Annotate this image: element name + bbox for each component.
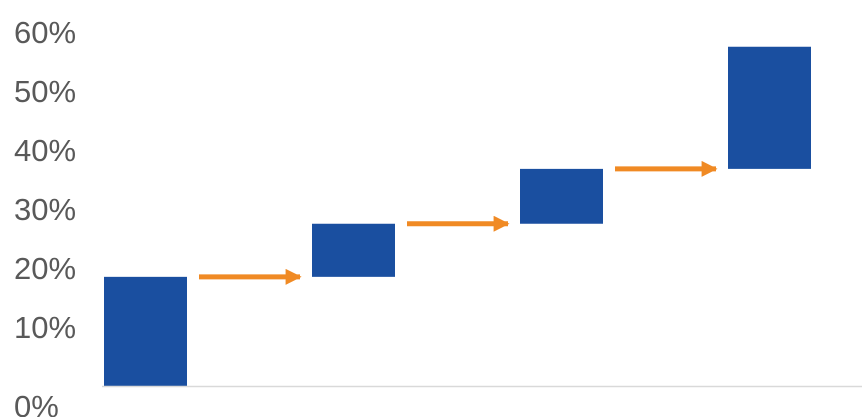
bar: [728, 46, 811, 169]
y-tick-label: 0%: [14, 389, 59, 417]
bars: [104, 46, 811, 386]
y-tick-label: 60%: [14, 15, 76, 50]
y-axis-ticks: 0% 10% 20% 30% 40% 50% 60%: [14, 15, 76, 417]
bar: [312, 223, 395, 277]
y-tick-label: 20%: [14, 251, 76, 286]
connector-arrows: [199, 160, 718, 285]
bar: [104, 276, 187, 386]
y-tick-label: 40%: [14, 133, 76, 168]
bar: [520, 168, 603, 224]
y-tick-label: 10%: [14, 310, 76, 345]
y-tick-label: 30%: [14, 192, 76, 227]
y-tick-label: 50%: [14, 74, 76, 109]
